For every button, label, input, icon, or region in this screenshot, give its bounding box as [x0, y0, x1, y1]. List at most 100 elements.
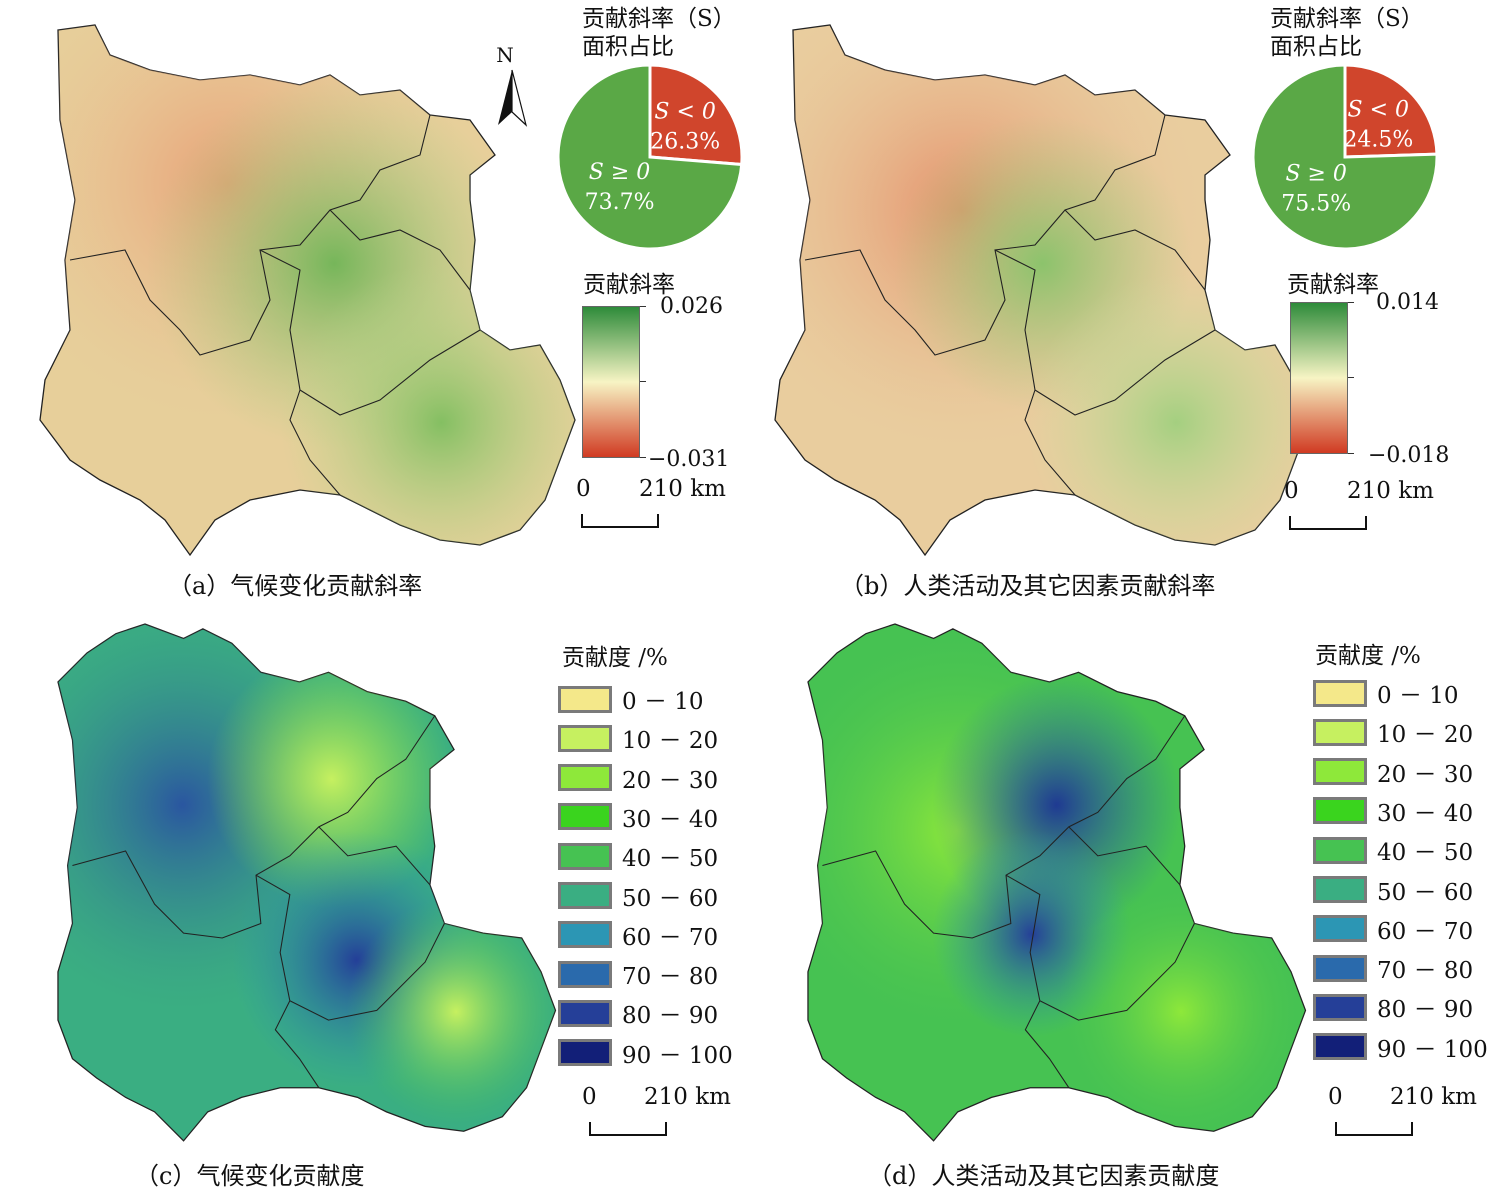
- pie-slice-label: S < 0: [1348, 98, 1410, 123]
- gradient-min-a: −0.031: [648, 447, 730, 472]
- legend-label: 40 － 50: [1377, 840, 1474, 867]
- panel-a: N 贡献斜率（S） 面积占比 S < 0 26.3% S ≥ 0 73.7% 贡献斜率…: [0, 0, 750, 600]
- caption-d: （d）人类活动及其它因素贡献度: [868, 1162, 1220, 1190]
- legend-label: 0 － 10: [622, 689, 704, 715]
- pie-slice-value: 26.3%: [650, 130, 720, 155]
- legend-item: 30 － 40: [558, 800, 718, 834]
- scale-bar-c: 0 210 km: [582, 1084, 752, 1144]
- legend-swatch: [1313, 876, 1367, 903]
- pie-slice-negative: [648, 63, 744, 167]
- svg-text:N: N: [496, 43, 514, 67]
- panel-c: 贡献度 /% 0 － 10 10 － 20 20 － 30 30 － 40 40 － 5…: [0, 600, 750, 1200]
- legend-item: 60 － 70: [558, 918, 718, 952]
- province-boundaries: [804, 114, 1216, 496]
- legend-item: 20 － 30: [558, 761, 718, 795]
- legend-item: 10 － 20: [1313, 715, 1473, 749]
- legend-swatch: [1313, 954, 1367, 982]
- pie-chart-a: S < 0 26.3% S ≥ 0 73.7%: [556, 63, 744, 251]
- legend-swatch: [558, 685, 612, 713]
- legend-label: 90 － 100: [622, 1042, 733, 1069]
- legend-swatch: [1313, 679, 1367, 707]
- legend-label: 50 － 60: [622, 885, 719, 912]
- legend-item: 40 － 50: [1313, 833, 1473, 867]
- legend-item: 90 － 100: [1313, 1030, 1488, 1064]
- legend-swatch: [1313, 718, 1367, 746]
- map-a: N: [39, 24, 576, 557]
- map-c: [57, 623, 557, 1142]
- legend-label: 40 － 50: [622, 846, 719, 873]
- pie-slice-value: 24.5%: [1343, 128, 1413, 153]
- caption-c: （c）气候变化贡献度: [135, 1162, 365, 1190]
- caption-a: （a）气候变化贡献斜率: [168, 572, 423, 600]
- scale-bar-d: 0 210 km: [1328, 1084, 1498, 1144]
- legend-item: 80 － 90: [1313, 990, 1473, 1024]
- legend-swatch: [1313, 993, 1367, 1021]
- scale-bar-a: 0 210 km: [576, 476, 736, 536]
- gradient-min-b: −0.018: [1368, 443, 1450, 468]
- legend-label: 10 － 20: [1377, 722, 1474, 749]
- pie-slice-value: 75.5%: [1281, 192, 1351, 217]
- north-arrow: N: [496, 43, 528, 127]
- legend-swatch: [1313, 915, 1367, 943]
- legend-swatch: [1313, 797, 1367, 825]
- legend-swatch: [558, 724, 612, 752]
- pie-chart-b: S < 0 24.5% S ≥ 0 75.5%: [1251, 63, 1439, 251]
- caption-b: （b）人类活动及其它因素贡献斜率: [840, 572, 1216, 600]
- pie-slice-label: S < 0: [654, 100, 716, 125]
- province-boundaries: [822, 715, 1195, 1089]
- legend-swatch: [558, 882, 612, 909]
- gradient-bar-a: [582, 306, 640, 458]
- gradient-max-b: 0.014: [1376, 290, 1439, 315]
- legend-swatch: [558, 921, 612, 949]
- legend-item: 0 － 10: [1313, 676, 1459, 710]
- map-d: [807, 623, 1307, 1142]
- legend-swatch: [1313, 1033, 1367, 1061]
- panel-d: 贡献度 /% 0 － 10 10 － 20 20 － 30 30 － 40 40 － 5…: [750, 600, 1500, 1200]
- pie-slice-positive: [1251, 63, 1439, 251]
- legend-label: 90 － 100: [1377, 1036, 1488, 1063]
- legend-item: 30 － 40: [1313, 794, 1473, 828]
- legend-swatch: [1313, 836, 1367, 864]
- legend-label: 70 － 80: [622, 964, 719, 991]
- pie-slice-value: 73.7%: [585, 190, 655, 215]
- gradient-legend-title-a: 贡献斜率: [583, 272, 675, 298]
- panel-b: 贡献斜率（S） 面积占比 S < 0 24.5% S ≥ 0 75.5% 贡献斜率 0…: [700, 0, 1500, 600]
- pie-slice-label: S ≥ 0: [1285, 162, 1347, 187]
- legend-label: 80 － 90: [622, 1003, 719, 1030]
- legend-item: 0 － 10: [558, 682, 704, 716]
- legend-label: 60 － 70: [1377, 918, 1474, 945]
- province-boundaries: [69, 114, 481, 496]
- legend-label: 20 － 30: [622, 767, 719, 794]
- legend-label: 60 － 70: [622, 924, 719, 951]
- legend-swatch: [558, 842, 612, 870]
- legend-label: 70 － 80: [1377, 958, 1474, 985]
- legend-item: 70 － 80: [558, 957, 718, 991]
- legend-swatch: [558, 999, 612, 1027]
- legend-swatch: [558, 960, 612, 988]
- legend-item: 60 － 70: [1313, 912, 1473, 946]
- pie-slice-positive: [556, 63, 744, 251]
- map-b: [774, 24, 1311, 557]
- legend-label: 30 － 40: [622, 806, 719, 833]
- legend-label: 20 － 30: [1377, 761, 1474, 788]
- province-boundaries: [72, 715, 445, 1089]
- gradient-legend-title-b: 贡献斜率: [1287, 272, 1379, 298]
- legend-label: 50 － 60: [1377, 879, 1474, 906]
- pie-slice-label: S ≥ 0: [589, 160, 651, 185]
- legend-item: 90 － 100: [558, 1036, 733, 1070]
- legend-item: 20 － 30: [1313, 755, 1473, 789]
- legend-item: 70 － 80: [1313, 951, 1473, 985]
- legend-item: 50 － 60: [558, 879, 718, 913]
- legend-swatch: [558, 803, 612, 831]
- legend-title-d: 贡献度 /%: [1315, 643, 1421, 669]
- legend-label: 10 － 20: [622, 728, 719, 755]
- legend-item: 50 － 60: [1313, 873, 1473, 907]
- legend-label: 0 － 10: [1377, 683, 1459, 709]
- pie-slice-negative: [1343, 63, 1439, 159]
- legend-swatch: [558, 1039, 612, 1067]
- gradient-max-a: 0.026: [660, 294, 723, 319]
- legend-item: 80 － 90: [558, 996, 718, 1030]
- legend-swatch: [1313, 758, 1367, 786]
- legend-label: 80 － 90: [1377, 997, 1474, 1024]
- scale-bar-b: 0 210 km: [1284, 478, 1444, 538]
